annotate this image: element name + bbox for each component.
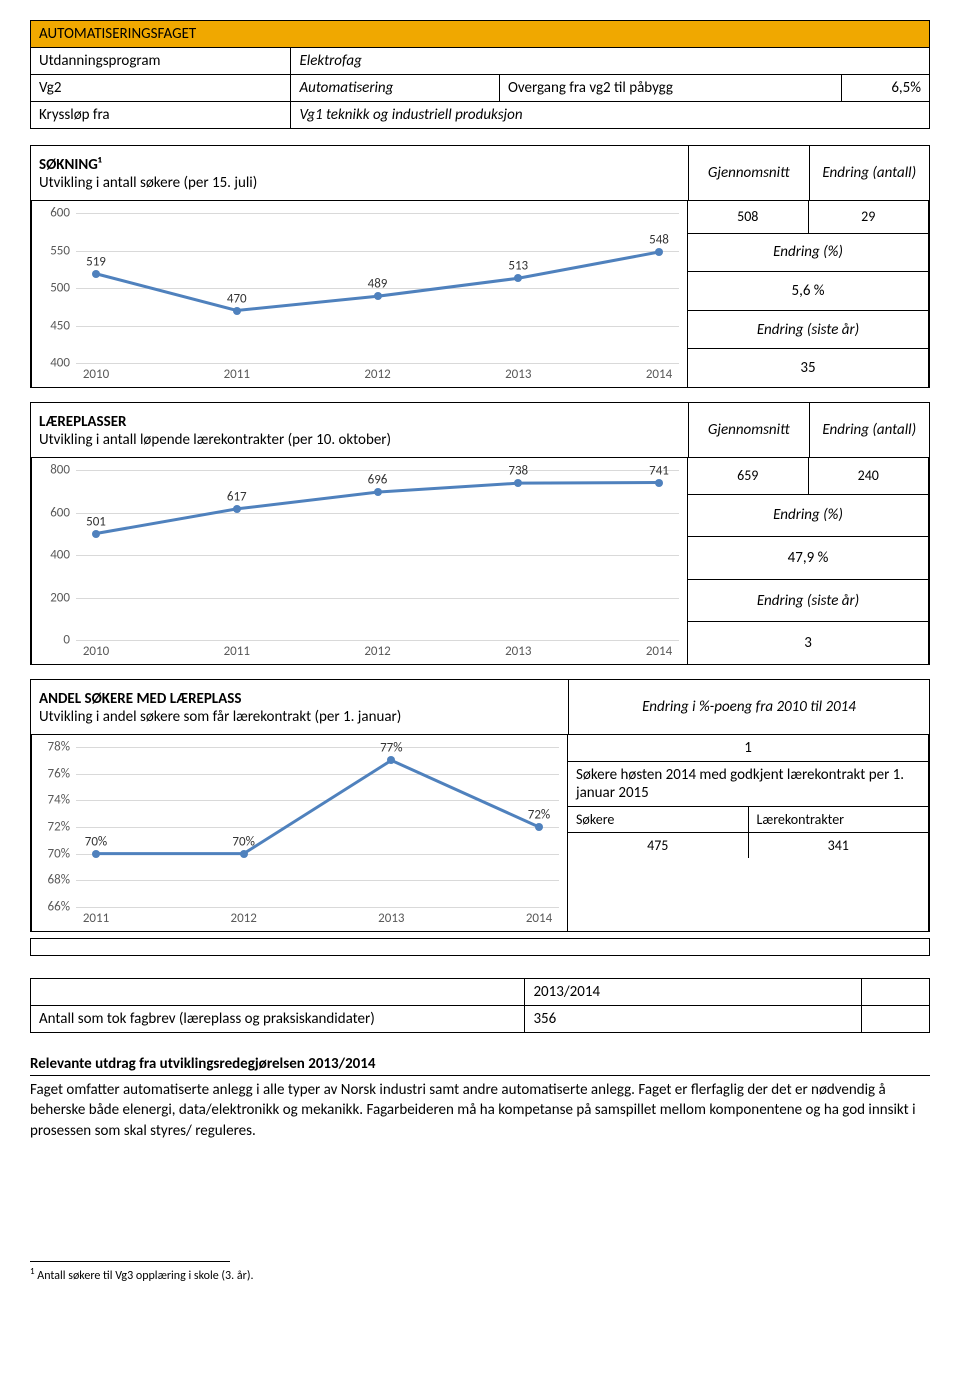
andel-chart: 66%68%70%72%74%76%78%201120122013201470%… [76,747,559,907]
andel-side-header: Endring i %-poeng fra 2010 til 2014 [569,680,929,734]
laereplasser-chart: 0200400600800201020112012201320145016176… [76,470,679,640]
sokning-pct: 5,6 % [688,271,928,310]
sokning-pct-label: Endring (%) [688,233,928,272]
lp-avg: 659 [688,458,808,494]
footnote-rule [30,1261,230,1262]
meta-val: Vg1 teknikk og industriell produksjon [291,102,930,129]
andel-col1: Søkere [568,807,748,832]
meta-val: Elektrofag [291,48,930,75]
meta-table: AUTOMATISERINGSFAGET Utdanningsprogram E… [30,20,930,129]
andel-text1: Søkere høsten 2014 med godkjent lærekont… [568,761,928,806]
relevante-section: Relevante utdrag fra utviklingsredegjøre… [30,1055,930,1141]
lp-last: 3 [688,621,928,664]
andel-label: ANDEL SØKERE MED LÆREPLASS [39,690,560,708]
lp-pct: 47,9 % [688,536,928,579]
meta-key: Kryssløp fra [31,102,291,129]
meta-key: Vg2 [31,75,291,102]
laereplasser-side: 659 240 Endring (%) 47,9 % Endring (sist… [688,458,928,664]
meta-val: Automatisering [291,75,500,102]
footnote: 1 Antall søkere til Vg3 opplæring i skol… [30,1266,930,1283]
fagbrev-value: 356 [525,1006,861,1033]
andel-v2: 341 [748,833,929,858]
relevante-header: Relevante utdrag fra utviklingsredegjøre… [30,1055,930,1076]
page-title: AUTOMATISERINGSFAGET [31,21,930,48]
meta-extra-key: Overgang fra vg2 til påbygg [499,75,841,102]
laereplasser-section: LÆREPLASSER Utvikling i antall løpende l… [30,402,930,665]
sokning-side-header-2: Endring (antall) [809,146,930,200]
sokning-avg: 508 [688,201,808,233]
andel-col2: Lærekontrakter [748,807,929,832]
sokning-side-header-1: Gjennomsnitt [689,146,809,200]
andel-sub: Utvikling i andel søkere som får lærekon… [39,708,560,726]
meta-extra-val: 6,5% [842,75,930,102]
sokning-change-n: 29 [808,201,929,233]
meta-row: Utdanningsprogram Elektrofag [31,48,930,75]
andel-section: ANDEL SØKERE MED LÆREPLASS Utvikling i a… [30,679,930,932]
andel-v1: 475 [568,833,748,858]
meta-row: Kryssløp fra Vg1 teknikk og industriell … [31,102,930,129]
lp-change-n: 240 [808,458,929,494]
lp-side-header-2: Endring (antall) [809,403,930,457]
meta-row: Vg2 Automatisering Overgang fra vg2 til … [31,75,930,102]
lp-last-label: Endring (siste år) [688,579,928,622]
laereplasser-label: LÆREPLASSER [39,413,680,431]
sokning-section: SØKNING¹ Utvikling i antall søkere (per … [30,145,930,388]
lp-side-header-1: Gjennomsnitt [689,403,809,457]
sokning-chart: 4004505005506002010201120122013201451947… [76,213,679,363]
sokning-label: SØKNING¹ [39,156,680,174]
fagbrev-year: 2013/2014 [525,979,861,1006]
meta-key: Utdanningsprogram [31,48,291,75]
andel-delta: 1 [568,735,928,761]
spacer-box [30,938,930,956]
footnote-text: Antall søkere til Vg3 opplæring i skole … [37,1269,253,1283]
sokning-last: 35 [688,348,928,387]
sokning-sub: Utvikling i antall søkere (per 15. juli) [39,174,680,192]
relevante-body: Faget omfatter automatiserte anlegg i al… [30,1080,930,1141]
andel-side: 1 Søkere høsten 2014 med godkjent læreko… [568,735,928,931]
sokning-side: 508 29 Endring (%) 5,6 % Endring (siste … [688,201,928,387]
lp-pct-label: Endring (%) [688,494,928,537]
fagbrev-table: 2013/2014 Antall som tok fagbrev (lærepl… [30,978,930,1033]
sokning-last-label: Endring (siste år) [688,310,928,349]
laereplasser-sub: Utvikling i antall løpende lærekontrakte… [39,431,680,449]
fagbrev-row-label: Antall som tok fagbrev (læreplass og pra… [31,1006,525,1033]
